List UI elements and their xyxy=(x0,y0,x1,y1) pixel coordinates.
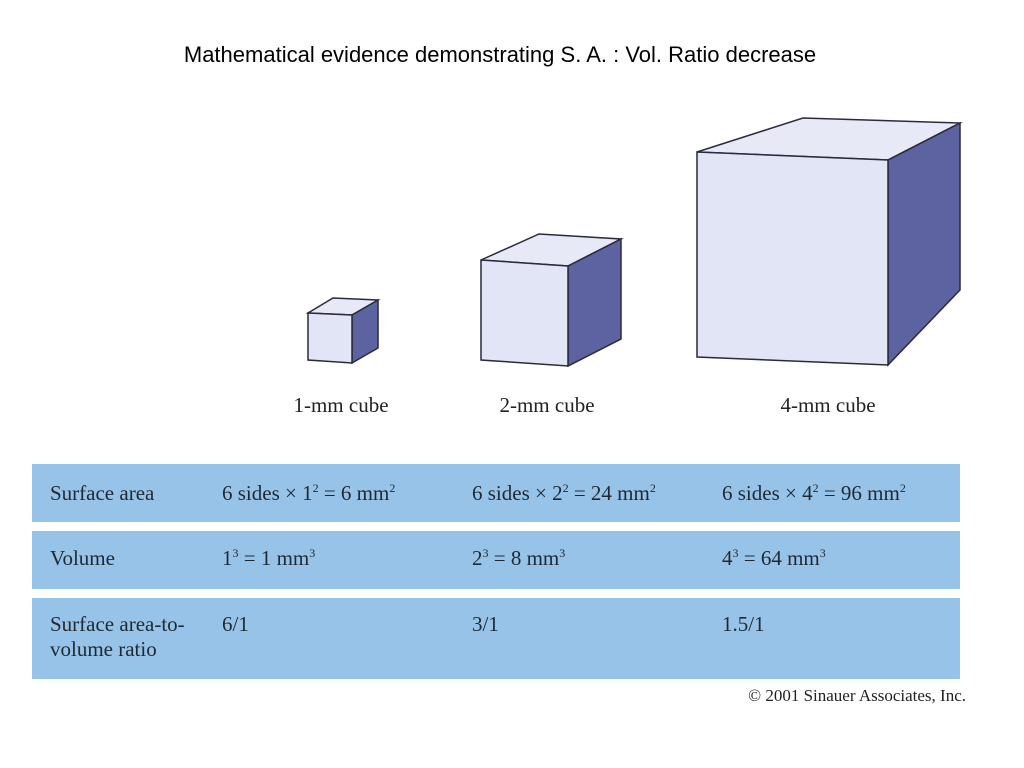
slide-title: Mathematical evidence demonstrating S. A… xyxy=(183,42,817,67)
cube-4mm-side xyxy=(887,121,961,367)
cell-surface-area-4mm: 6 sides × 42 = 96 mm2 xyxy=(722,481,906,505)
cell-volume-4mm: 43 = 64 mm3 xyxy=(722,546,826,570)
cubes-diagram xyxy=(305,117,963,368)
cube-1mm xyxy=(305,297,381,365)
cube-label-4mm: 4-mm cube xyxy=(780,393,876,417)
cube-4mm-front xyxy=(696,151,889,366)
row-label-volume: Volume xyxy=(50,546,115,570)
copyright-notice: © 2001 Sinauer Associates, Inc. xyxy=(748,686,966,705)
row-label-ratio: Surface area-to-volume ratio xyxy=(50,612,185,661)
cell-ratio-2mm: 3/1 xyxy=(472,612,499,636)
cube-2mm-front xyxy=(480,259,569,367)
cell-volume-2mm: 23 = 8 mm3 xyxy=(472,546,566,570)
table-row-surface-area xyxy=(32,464,960,522)
cube-2mm xyxy=(480,233,624,368)
cube-label-1mm: 1-mm cube xyxy=(293,393,389,417)
cell-surface-area-2mm: 6 sides × 22 = 24 mm2 xyxy=(472,481,656,505)
table-row-ratio xyxy=(32,598,960,679)
table-row-volume xyxy=(32,531,960,589)
cell-ratio-4mm: 1.5/1 xyxy=(722,612,765,636)
cube-label-2mm: 2-mm cube xyxy=(499,393,595,417)
cell-surface-area-1mm: 6 sides × 12 = 6 mm2 xyxy=(222,481,396,505)
cell-volume-1mm: 13 = 1 mm3 xyxy=(222,546,316,570)
row-label-surface-area: Surface area xyxy=(50,481,155,505)
cube-1mm-front xyxy=(307,312,353,364)
cell-ratio-1mm: 6/1 xyxy=(222,612,249,636)
cube-4mm xyxy=(696,117,963,367)
